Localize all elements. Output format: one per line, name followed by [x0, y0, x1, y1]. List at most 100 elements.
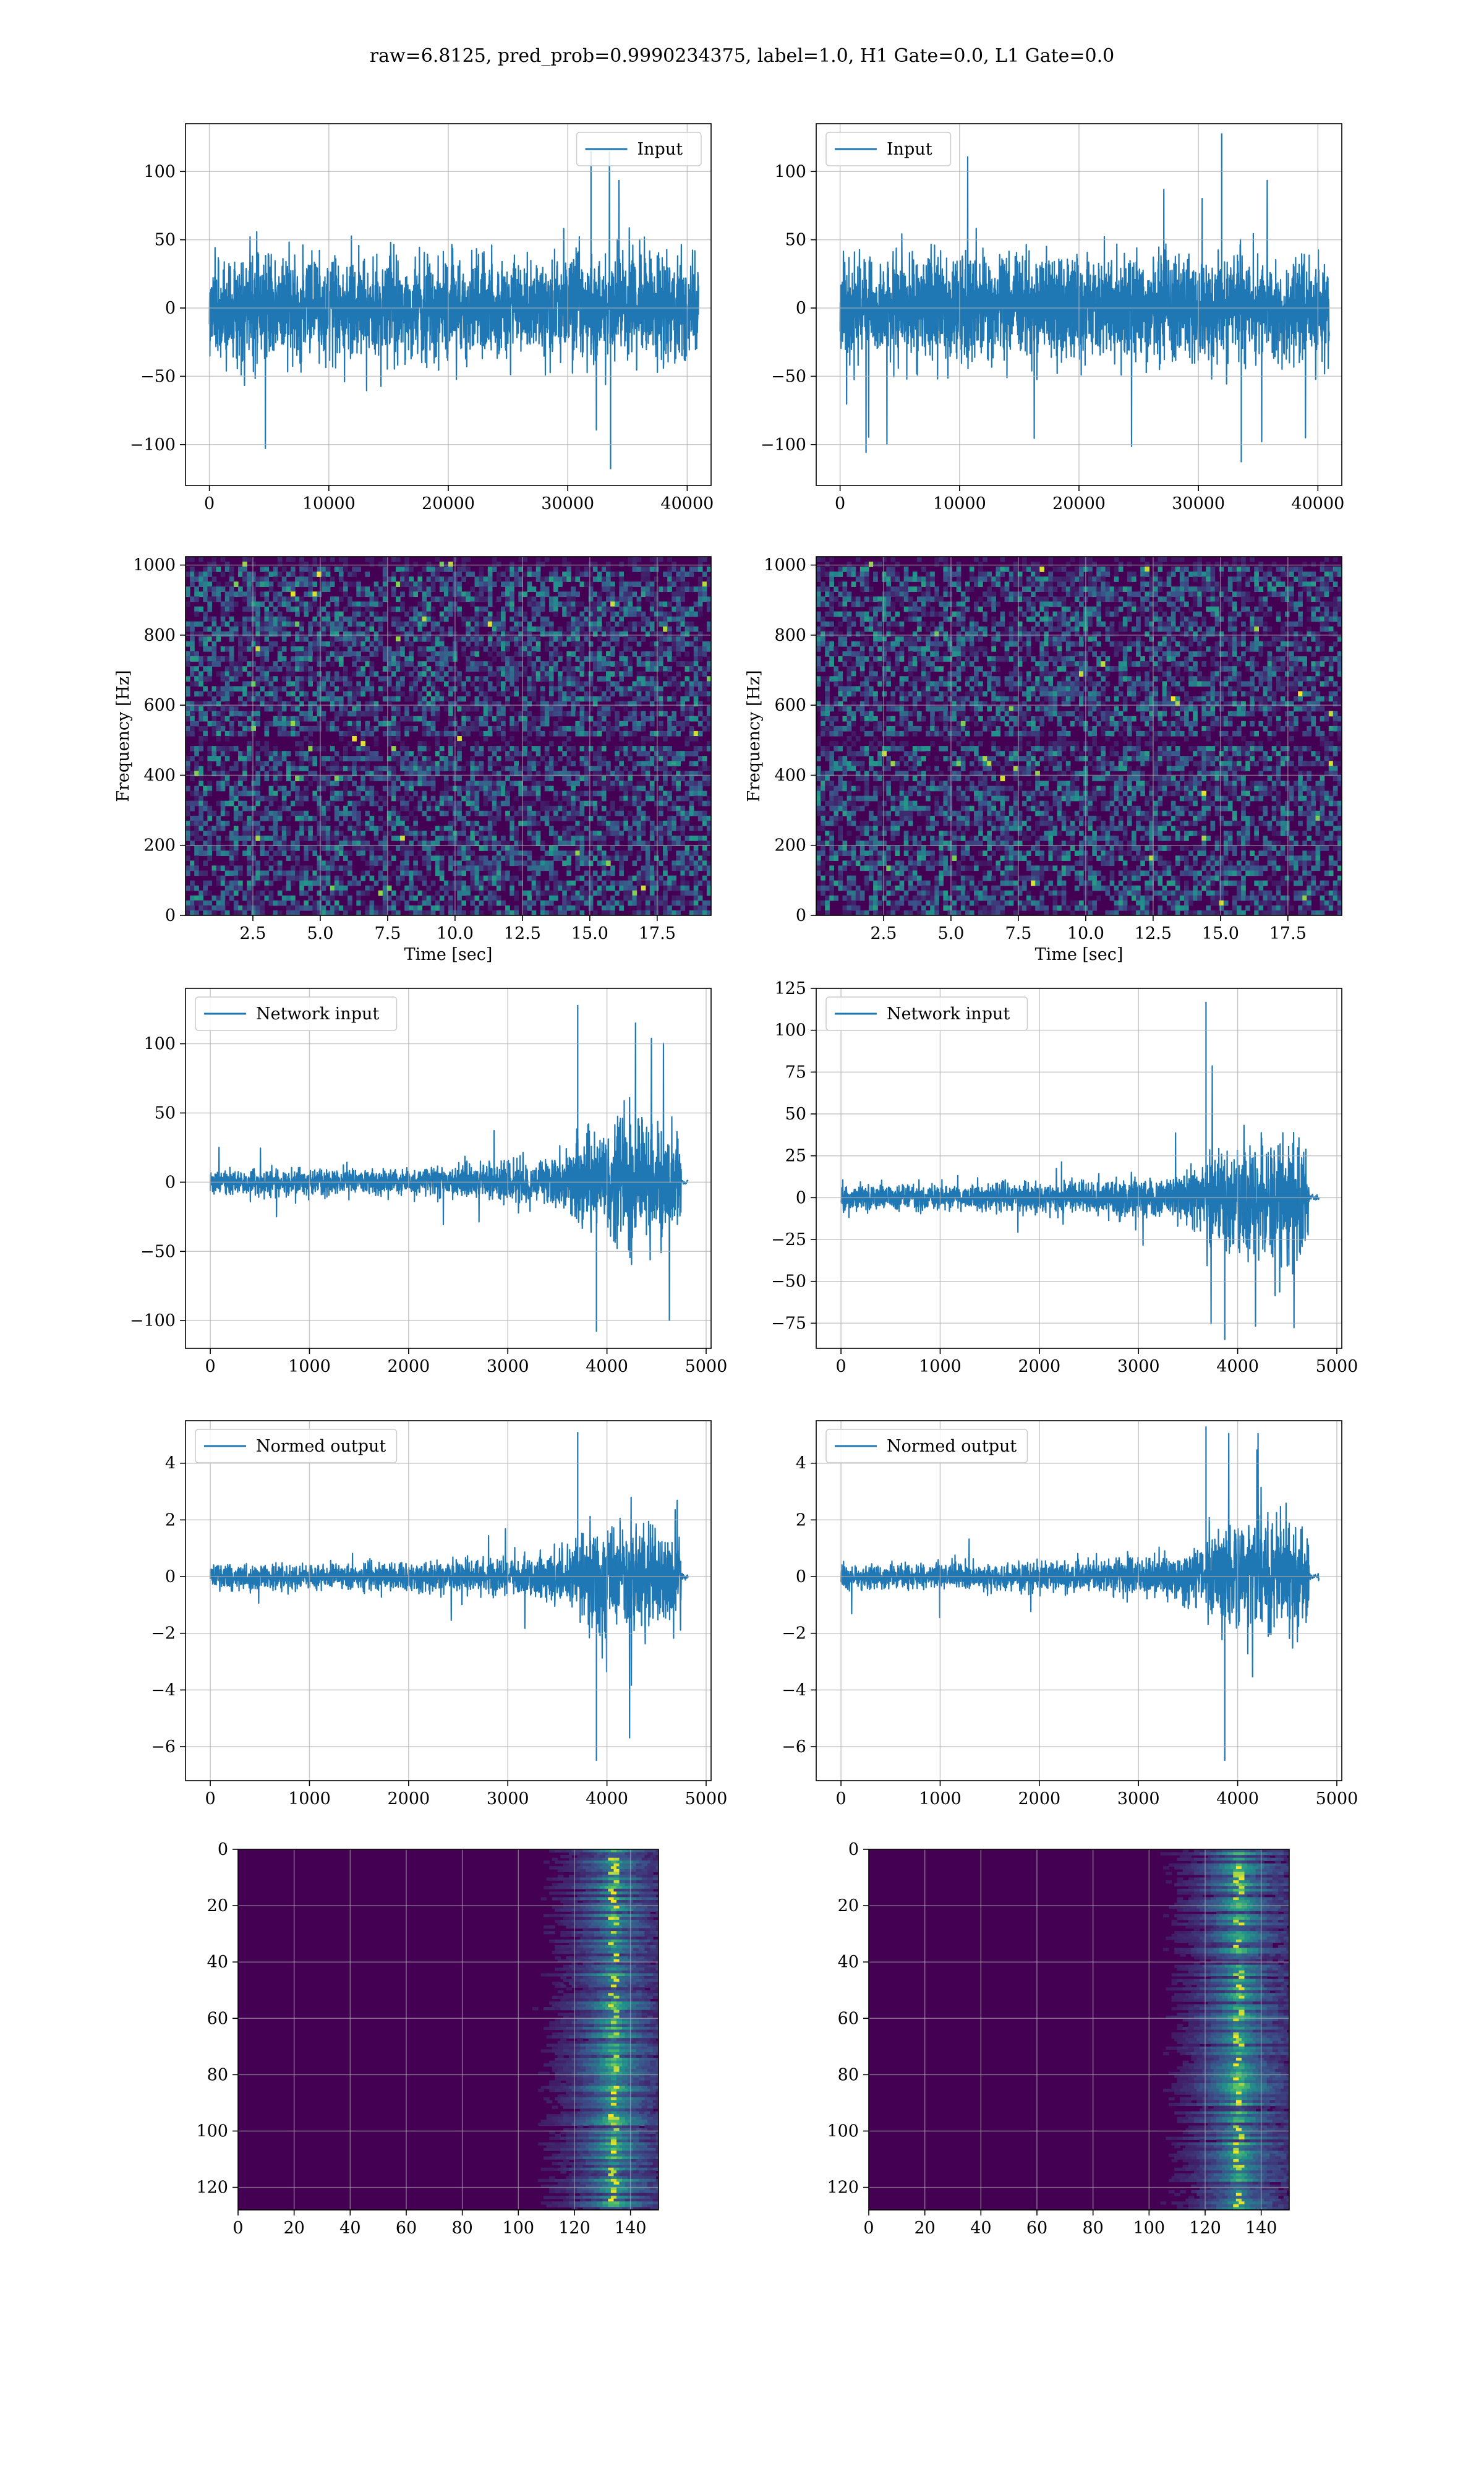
y-tick-label: −6 — [782, 1737, 806, 1757]
y-tick-label: −2 — [151, 1624, 176, 1643]
legend-label: Network input — [887, 1004, 1010, 1024]
x-tick-label: 1000 — [288, 1357, 331, 1376]
x-tick-label: 15.0 — [1202, 924, 1239, 943]
x-tick-label: 17.5 — [1269, 924, 1307, 943]
y-tick-label: 120 — [827, 2178, 859, 2198]
x-tick-label: 5000 — [685, 1789, 728, 1808]
x-tick-label: 30000 — [1172, 494, 1225, 513]
legend-box — [825, 1429, 1028, 1463]
y-tick-label: 80 — [838, 2065, 859, 2084]
x-tick-label: 3000 — [487, 1357, 529, 1376]
x-tick-label: 5.0 — [307, 924, 333, 943]
y-tick-label: 50 — [155, 1103, 176, 1123]
legend-label: Normed output — [256, 1437, 386, 1456]
y-tick-label: 80 — [207, 2065, 228, 2084]
y-tick-label: 2 — [796, 1510, 806, 1530]
x-tick-label: 1000 — [919, 1357, 962, 1376]
y-tick-label: 400 — [143, 766, 176, 785]
x-tick-label: 2000 — [387, 1789, 430, 1808]
y-tick-label: 100 — [827, 2121, 859, 2141]
legend-label: Input — [638, 140, 683, 159]
x-tick-label: 4000 — [586, 1789, 628, 1808]
x-tick-label: 12.5 — [504, 924, 541, 943]
x-tick-label: 40000 — [660, 494, 714, 513]
y-tick-label: 50 — [785, 1105, 806, 1124]
grid — [238, 1849, 659, 2210]
y-tick-label: 200 — [774, 836, 806, 855]
x-tick-label: 0 — [863, 2219, 874, 2238]
series-line — [839, 133, 1330, 463]
plot-area — [186, 124, 711, 486]
spectrogram-cells — [816, 557, 1342, 915]
x-tick-label: 0 — [205, 1357, 216, 1376]
axes-frame — [816, 556, 1342, 916]
x-tick-label: 17.5 — [639, 924, 676, 943]
y-tick-label: −50 — [771, 367, 806, 386]
x-tick-label: 80 — [451, 2219, 472, 2238]
legend: Normed output — [825, 1429, 1028, 1463]
x-tick-label: 30000 — [541, 494, 594, 513]
y-tick-label: 120 — [196, 2178, 228, 2198]
plot-area — [816, 1421, 1342, 1781]
panel-normed-output-l1: 0 1000 2000 3000 4000 5000 −6 −4 −2 0 2 4 Normed out… — [782, 1420, 1358, 1808]
y-tick-label: 1000 — [764, 556, 806, 575]
series-line — [210, 1004, 689, 1332]
x-tick-label: 40000 — [1291, 494, 1344, 513]
x-tick-label: 2.5 — [870, 924, 897, 943]
x-tick-label: 2000 — [1018, 1357, 1060, 1376]
x-tick-label: 3000 — [1117, 1789, 1160, 1808]
x-tick-label: 4000 — [1216, 1357, 1259, 1376]
series-line — [208, 151, 699, 469]
grid — [186, 1421, 711, 1781]
y-tick-label: 200 — [143, 836, 176, 855]
x-tick-label: 2000 — [387, 1357, 430, 1376]
x-tick-label: 1000 — [288, 1789, 331, 1808]
x-tick-label: 20 — [914, 2219, 935, 2238]
legend-box — [195, 1429, 398, 1463]
y-tick-label: −25 — [771, 1230, 806, 1249]
y-tick-label: 50 — [785, 231, 806, 250]
x-tick-label: 4000 — [1216, 1789, 1259, 1808]
spectrogram-cells — [186, 557, 711, 915]
legend: Input — [576, 132, 702, 166]
ticks: 0 20 40 60 80 100 120 140 0 20 40 60 80 100 120 — [827, 1840, 1277, 2238]
x-tick-label: 12.5 — [1135, 924, 1172, 943]
plot-area — [238, 1849, 659, 2210]
panel-input-l1: 0 10000 20000 30000 40000 −100 −50 0 50 100 Input — [761, 123, 1344, 513]
image-cells — [532, 1849, 659, 2210]
ticks: 2.5 5.0 7.5 10.0 12.5 15.0 17.5 0 200 400 600 800 10… — [133, 556, 676, 943]
ticks: 0 1000 2000 3000 4000 5000 −100 −50 0 50 100 — [130, 1035, 728, 1376]
y-tick-label: 0 — [165, 906, 176, 925]
grid — [186, 557, 711, 915]
grid — [816, 557, 1342, 915]
series-line — [210, 1432, 689, 1761]
y-tick-label: −50 — [140, 367, 176, 386]
panel-input-h1: 0 10000 20000 30000 40000 −100 −50 0 50 100 Input — [130, 123, 714, 513]
panel-network-input-l1: 0 1000 2000 3000 4000 5000 −75 −50 −25 0 25 50 75 100… — [771, 979, 1358, 1376]
y-tick-label: 2 — [165, 1510, 176, 1530]
plot-area — [186, 1421, 711, 1781]
x-tick-label: 0 — [232, 2219, 243, 2238]
x-tick-label: 5.0 — [937, 924, 964, 943]
y-tick-label: 0 — [165, 1567, 176, 1586]
y-tick-label: 100 — [774, 1021, 806, 1040]
legend: Input — [825, 132, 952, 166]
y-tick-label: 100 — [774, 162, 806, 181]
y-tick-label: 50 — [155, 231, 176, 250]
legend: Normed output — [195, 1429, 398, 1463]
axes-frame — [868, 1849, 1290, 2211]
y-tick-label: 800 — [774, 626, 806, 645]
y-tick-label: 125 — [774, 979, 806, 998]
y-tick-label: 600 — [143, 696, 176, 715]
y-tick-label: 25 — [785, 1147, 806, 1166]
y-tick-label: 0 — [796, 1567, 806, 1586]
y-tick-label: 0 — [848, 1840, 859, 1859]
y-tick-label: 40 — [207, 1953, 228, 1972]
x-tick-label: 60 — [396, 2219, 417, 2238]
y-tick-label: 600 — [774, 696, 806, 715]
grid — [816, 1421, 1342, 1781]
y-tick-label: −100 — [130, 435, 176, 455]
y-tick-label: −4 — [782, 1680, 806, 1700]
legend-box — [825, 996, 1028, 1031]
x-axis-label: Time [sec] — [1035, 945, 1124, 964]
